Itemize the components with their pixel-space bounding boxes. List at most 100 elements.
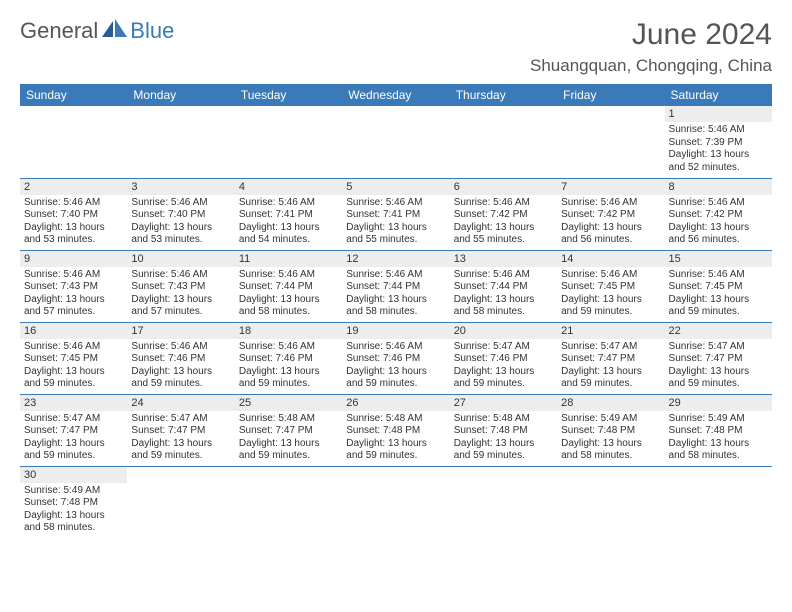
sunset-line: Sunset: 7:45 PM — [561, 281, 660, 294]
day-info: Sunrise: 5:49 AMSunset: 7:48 PMDaylight:… — [20, 483, 127, 538]
calendar-cell: 10Sunrise: 5:46 AMSunset: 7:43 PMDayligh… — [127, 250, 234, 322]
sunset-line: Sunset: 7:47 PM — [239, 425, 338, 438]
calendar-cell: 29Sunrise: 5:49 AMSunset: 7:48 PMDayligh… — [665, 394, 772, 466]
calendar-cell — [557, 466, 664, 538]
calendar-cell: 26Sunrise: 5:48 AMSunset: 7:48 PMDayligh… — [342, 394, 449, 466]
day-info: Sunrise: 5:46 AMSunset: 7:40 PMDaylight:… — [127, 195, 234, 250]
calendar-cell: 8Sunrise: 5:46 AMSunset: 7:42 PMDaylight… — [665, 178, 772, 250]
sunrise-line: Sunrise: 5:46 AM — [669, 197, 768, 210]
day-info: Sunrise: 5:46 AMSunset: 7:44 PMDaylight:… — [450, 267, 557, 322]
sunrise-line: Sunrise: 5:46 AM — [561, 269, 660, 282]
daylight-line: Daylight: 13 hours and 58 minutes. — [561, 438, 660, 463]
calendar-body: 1Sunrise: 5:46 AMSunset: 7:39 PMDaylight… — [20, 106, 772, 538]
calendar-cell: 12Sunrise: 5:46 AMSunset: 7:44 PMDayligh… — [342, 250, 449, 322]
sunrise-line: Sunrise: 5:46 AM — [24, 341, 123, 354]
daylight-line: Daylight: 13 hours and 59 minutes. — [131, 366, 230, 391]
calendar-row: 30Sunrise: 5:49 AMSunset: 7:48 PMDayligh… — [20, 466, 772, 538]
day-info: Sunrise: 5:46 AMSunset: 7:41 PMDaylight:… — [235, 195, 342, 250]
calendar-cell — [450, 466, 557, 538]
day-info: Sunrise: 5:47 AMSunset: 7:47 PMDaylight:… — [557, 339, 664, 394]
day-number: 9 — [20, 251, 127, 267]
sunset-line: Sunset: 7:45 PM — [669, 281, 768, 294]
sunset-line: Sunset: 7:47 PM — [24, 425, 123, 438]
calendar-cell: 24Sunrise: 5:47 AMSunset: 7:47 PMDayligh… — [127, 394, 234, 466]
day-info: Sunrise: 5:47 AMSunset: 7:46 PMDaylight:… — [450, 339, 557, 394]
calendar-row: 1Sunrise: 5:46 AMSunset: 7:39 PMDaylight… — [20, 106, 772, 178]
daylight-line: Daylight: 13 hours and 58 minutes. — [346, 294, 445, 319]
daylight-line: Daylight: 13 hours and 59 minutes. — [669, 366, 768, 391]
calendar-cell: 30Sunrise: 5:49 AMSunset: 7:48 PMDayligh… — [20, 466, 127, 538]
day-number: 30 — [20, 467, 127, 483]
day-info: Sunrise: 5:46 AMSunset: 7:45 PMDaylight:… — [557, 267, 664, 322]
calendar-cell: 6Sunrise: 5:46 AMSunset: 7:42 PMDaylight… — [450, 178, 557, 250]
day-info: Sunrise: 5:47 AMSunset: 7:47 PMDaylight:… — [127, 411, 234, 466]
logo-text-blue: Blue — [130, 18, 174, 44]
daylight-line: Daylight: 13 hours and 53 minutes. — [131, 222, 230, 247]
daylight-line: Daylight: 13 hours and 57 minutes. — [24, 294, 123, 319]
calendar-cell: 13Sunrise: 5:46 AMSunset: 7:44 PMDayligh… — [450, 250, 557, 322]
day-info: Sunrise: 5:46 AMSunset: 7:43 PMDaylight:… — [127, 267, 234, 322]
day-number: 21 — [557, 323, 664, 339]
calendar-cell — [665, 466, 772, 538]
day-header: Tuesday — [235, 84, 342, 106]
daylight-line: Daylight: 13 hours and 52 minutes. — [669, 149, 768, 174]
calendar-cell — [450, 106, 557, 178]
calendar-cell — [20, 106, 127, 178]
calendar-cell: 16Sunrise: 5:46 AMSunset: 7:45 PMDayligh… — [20, 322, 127, 394]
day-info: Sunrise: 5:46 AMSunset: 7:40 PMDaylight:… — [20, 195, 127, 250]
day-number: 4 — [235, 179, 342, 195]
day-info: Sunrise: 5:46 AMSunset: 7:46 PMDaylight:… — [235, 339, 342, 394]
day-info: Sunrise: 5:46 AMSunset: 7:42 PMDaylight:… — [665, 195, 772, 250]
daylight-line: Daylight: 13 hours and 59 minutes. — [239, 366, 338, 391]
sunset-line: Sunset: 7:48 PM — [346, 425, 445, 438]
sunset-line: Sunset: 7:40 PM — [24, 209, 123, 222]
daylight-line: Daylight: 13 hours and 58 minutes. — [24, 510, 123, 535]
sunrise-line: Sunrise: 5:46 AM — [131, 341, 230, 354]
day-header: Monday — [127, 84, 234, 106]
day-number: 1 — [665, 106, 772, 122]
day-number: 8 — [665, 179, 772, 195]
calendar-cell: 27Sunrise: 5:48 AMSunset: 7:48 PMDayligh… — [450, 394, 557, 466]
calendar-cell: 1Sunrise: 5:46 AMSunset: 7:39 PMDaylight… — [665, 106, 772, 178]
sunrise-line: Sunrise: 5:46 AM — [131, 197, 230, 210]
day-number: 16 — [20, 323, 127, 339]
day-info: Sunrise: 5:48 AMSunset: 7:48 PMDaylight:… — [342, 411, 449, 466]
sunset-line: Sunset: 7:42 PM — [561, 209, 660, 222]
sunrise-line: Sunrise: 5:47 AM — [131, 413, 230, 426]
sunrise-line: Sunrise: 5:48 AM — [346, 413, 445, 426]
day-number: 26 — [342, 395, 449, 411]
day-info: Sunrise: 5:46 AMSunset: 7:45 PMDaylight:… — [20, 339, 127, 394]
sunset-line: Sunset: 7:39 PM — [669, 137, 768, 150]
day-number: 24 — [127, 395, 234, 411]
day-number: 17 — [127, 323, 234, 339]
daylight-line: Daylight: 13 hours and 58 minutes. — [454, 294, 553, 319]
sunrise-line: Sunrise: 5:46 AM — [24, 269, 123, 282]
calendar-cell: 3Sunrise: 5:46 AMSunset: 7:40 PMDaylight… — [127, 178, 234, 250]
day-header: Saturday — [665, 84, 772, 106]
sunrise-line: Sunrise: 5:46 AM — [561, 197, 660, 210]
daylight-line: Daylight: 13 hours and 59 minutes. — [454, 438, 553, 463]
daylight-line: Daylight: 13 hours and 57 minutes. — [131, 294, 230, 319]
sunset-line: Sunset: 7:42 PM — [454, 209, 553, 222]
day-info: Sunrise: 5:48 AMSunset: 7:48 PMDaylight:… — [450, 411, 557, 466]
logo: General Blue — [20, 18, 174, 44]
day-info: Sunrise: 5:46 AMSunset: 7:46 PMDaylight:… — [342, 339, 449, 394]
day-info: Sunrise: 5:46 AMSunset: 7:39 PMDaylight:… — [665, 122, 772, 177]
sunrise-line: Sunrise: 5:48 AM — [454, 413, 553, 426]
sunrise-line: Sunrise: 5:46 AM — [239, 197, 338, 210]
day-number: 18 — [235, 323, 342, 339]
sunrise-line: Sunrise: 5:46 AM — [454, 269, 553, 282]
logo-text-general: General — [20, 18, 98, 44]
day-info: Sunrise: 5:46 AMSunset: 7:45 PMDaylight:… — [665, 267, 772, 322]
sunrise-line: Sunrise: 5:46 AM — [669, 269, 768, 282]
daylight-line: Daylight: 13 hours and 59 minutes. — [24, 438, 123, 463]
day-info: Sunrise: 5:46 AMSunset: 7:44 PMDaylight:… — [342, 267, 449, 322]
sunset-line: Sunset: 7:41 PM — [346, 209, 445, 222]
day-number: 11 — [235, 251, 342, 267]
calendar-row: 9Sunrise: 5:46 AMSunset: 7:43 PMDaylight… — [20, 250, 772, 322]
calendar-row: 2Sunrise: 5:46 AMSunset: 7:40 PMDaylight… — [20, 178, 772, 250]
daylight-line: Daylight: 13 hours and 53 minutes. — [24, 222, 123, 247]
sunrise-line: Sunrise: 5:46 AM — [346, 341, 445, 354]
calendar-cell — [127, 466, 234, 538]
daylight-line: Daylight: 13 hours and 59 minutes. — [24, 366, 123, 391]
